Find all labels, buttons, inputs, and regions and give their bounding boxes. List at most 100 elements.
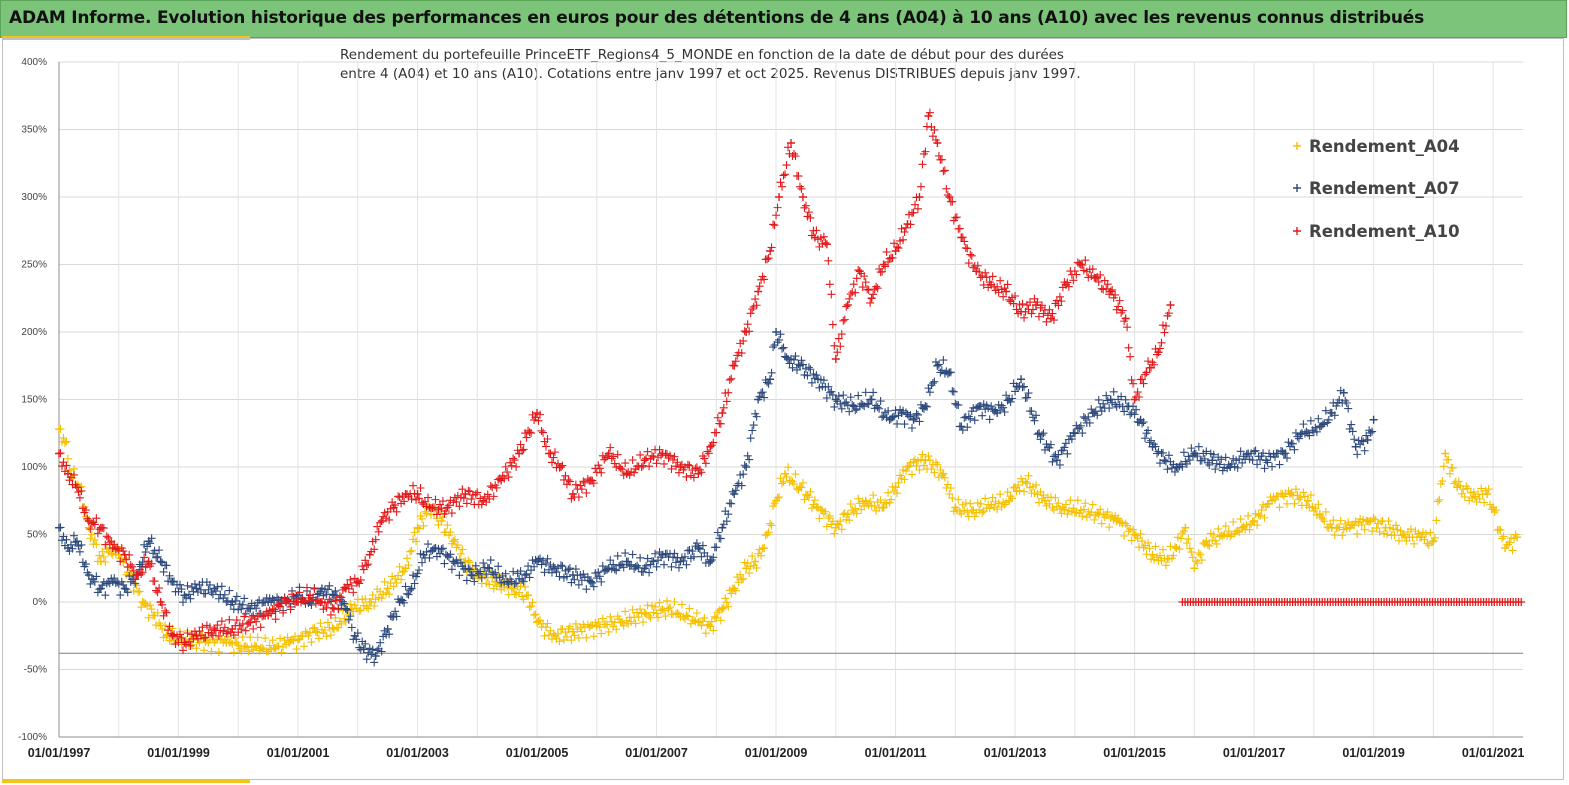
data-point xyxy=(428,504,437,513)
data-point xyxy=(1018,383,1027,392)
data-point xyxy=(970,416,979,425)
data-point xyxy=(155,546,164,555)
chart-frame xyxy=(2,38,1564,780)
data-point xyxy=(869,491,878,500)
data-point xyxy=(806,213,815,222)
data-point xyxy=(1046,440,1055,449)
data-point xyxy=(689,473,698,482)
data-point xyxy=(833,348,842,357)
data-point xyxy=(795,182,804,191)
data-point xyxy=(909,208,918,217)
data-point xyxy=(940,166,949,175)
data-point xyxy=(92,540,101,549)
data-point xyxy=(748,304,757,313)
data-point xyxy=(867,395,876,404)
data-point xyxy=(727,499,736,508)
data-point xyxy=(397,575,406,584)
data-point xyxy=(913,410,922,419)
data-point xyxy=(1139,543,1148,552)
data-point xyxy=(1117,518,1126,527)
data-point xyxy=(621,459,630,468)
data-point xyxy=(413,569,422,578)
data-point xyxy=(403,554,412,563)
data-point xyxy=(800,495,809,504)
data-point xyxy=(1103,280,1112,289)
data-point xyxy=(485,580,494,589)
data-point xyxy=(562,632,571,641)
data-point xyxy=(691,464,700,473)
data-point xyxy=(716,534,725,543)
data-point xyxy=(1118,306,1127,315)
data-point xyxy=(1121,314,1130,323)
data-point xyxy=(1441,449,1450,458)
data-point xyxy=(745,455,754,464)
data-point xyxy=(1105,404,1114,413)
data-point xyxy=(1182,539,1191,548)
data-point xyxy=(764,254,773,263)
data-point xyxy=(731,357,740,366)
data-point xyxy=(908,470,917,479)
data-point xyxy=(556,561,565,570)
data-point xyxy=(458,545,467,554)
data-point xyxy=(939,167,948,176)
data-point xyxy=(355,607,364,616)
data-point xyxy=(190,580,199,589)
data-point xyxy=(940,473,949,482)
x-tick-label: 01/01/2007 xyxy=(625,746,688,760)
data-point xyxy=(1211,465,1220,474)
data-point xyxy=(1196,550,1205,559)
data-point xyxy=(996,276,1005,285)
data-point xyxy=(501,569,510,578)
data-point xyxy=(704,449,713,458)
data-point xyxy=(628,550,637,559)
data-point xyxy=(226,638,235,647)
data-point xyxy=(362,602,371,611)
data-point xyxy=(749,421,758,430)
data-point xyxy=(846,499,855,508)
data-point xyxy=(373,646,382,655)
data-point xyxy=(836,399,845,408)
data-point xyxy=(812,371,821,380)
data-point xyxy=(1438,477,1447,486)
data-point xyxy=(299,596,308,605)
data-point xyxy=(797,356,806,365)
data-point xyxy=(1023,393,1032,402)
data-point xyxy=(586,577,595,586)
data-point xyxy=(1499,532,1508,541)
data-point xyxy=(534,416,543,425)
data-point xyxy=(419,521,428,530)
data-point xyxy=(1154,348,1163,357)
data-point xyxy=(471,561,480,570)
data-point xyxy=(459,494,468,503)
data-point xyxy=(1020,487,1029,496)
data-point xyxy=(1221,453,1230,462)
data-point xyxy=(727,374,736,383)
x-tick-label: 01/01/2003 xyxy=(386,746,449,760)
data-point xyxy=(782,472,791,481)
data-point xyxy=(1039,429,1048,438)
data-point xyxy=(536,410,545,419)
data-point xyxy=(948,494,957,503)
data-point xyxy=(967,251,976,260)
data-point xyxy=(637,463,646,472)
data-point xyxy=(1360,446,1369,455)
data-point xyxy=(407,495,416,504)
data-point xyxy=(86,525,95,534)
data-point xyxy=(525,573,534,582)
data-point xyxy=(698,617,707,626)
data-point xyxy=(346,600,355,609)
data-point xyxy=(1290,445,1299,454)
data-point xyxy=(861,388,870,397)
data-point xyxy=(906,220,915,229)
data-point xyxy=(1178,529,1187,538)
data-point xyxy=(285,599,294,608)
data-point xyxy=(89,518,98,527)
data-point xyxy=(1495,525,1504,534)
data-point xyxy=(1011,387,1020,396)
data-point xyxy=(922,402,931,411)
data-point xyxy=(152,553,161,562)
data-point xyxy=(385,515,394,524)
data-point xyxy=(452,497,461,506)
x-tick-label: 01/01/2001 xyxy=(267,746,330,760)
data-point xyxy=(1014,481,1023,490)
